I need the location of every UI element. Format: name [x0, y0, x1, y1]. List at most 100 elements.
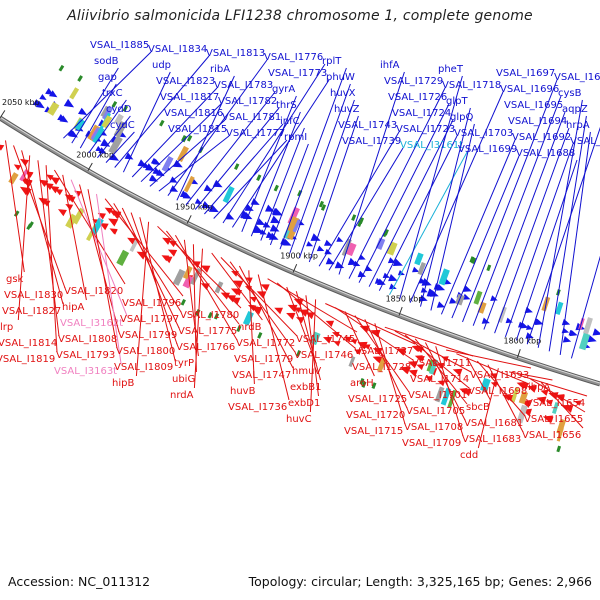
forward-gene-arrow — [535, 318, 544, 325]
feature-block — [92, 127, 105, 144]
gene-label: VSAL_I3163t — [54, 366, 117, 377]
reverse-gene-arrow — [110, 228, 118, 235]
gene-leader-line — [466, 357, 491, 401]
forward-gene-arrow — [412, 266, 420, 273]
forward-gene-arrow — [270, 215, 281, 224]
gene-leader-line — [71, 67, 119, 144]
gene-label: VSAL_I1681 — [464, 418, 523, 429]
feature-block — [516, 404, 528, 424]
gene-label: VSAL_I1830 — [4, 290, 63, 301]
forward-gene-arrow — [182, 191, 192, 199]
gene-label: ubiG — [172, 374, 195, 385]
forward-gene-arrow — [569, 329, 578, 337]
feature-block — [72, 207, 85, 225]
reverse-gene-arrow — [461, 388, 472, 397]
feature-block — [28, 221, 34, 228]
gene-leader-line — [338, 71, 405, 275]
gene-leader-line — [79, 83, 117, 149]
forward-gene-arrow — [275, 209, 283, 216]
accession-text: Accession: NC_011312 — [8, 574, 151, 589]
forward-gene-arrow — [124, 152, 134, 160]
gene-label: VSAL_I1796 — [122, 298, 181, 309]
reverse-gene-arrow — [162, 237, 172, 245]
gene-label: exbB1 — [290, 382, 321, 393]
gene-label: VSAL_I1783 — [214, 80, 273, 91]
gene-label: hipB — [112, 378, 134, 389]
gene-leader-line — [204, 123, 284, 215]
gene-label: VSAL_I1777 — [226, 128, 285, 139]
feature-block — [471, 257, 477, 265]
gene-leader-line — [308, 115, 359, 263]
feature-block — [361, 381, 367, 388]
gene-leader-line — [194, 107, 280, 210]
feature-block — [207, 311, 213, 319]
forward-gene-arrow — [244, 204, 254, 211]
reverse-gene-arrow — [350, 339, 358, 345]
gene-leader-line — [509, 371, 553, 381]
gene-label: hipA — [62, 302, 84, 313]
gene-label: VSAL_I1699 — [458, 144, 517, 155]
forward-gene-arrow — [259, 229, 267, 235]
reverse-gene-arrow — [563, 405, 574, 413]
gene-label: VSAL_I1715 — [344, 426, 403, 437]
forward-gene-arrow — [225, 212, 235, 220]
gene-label: VSAL_I1820 — [64, 286, 123, 297]
gene-label: VSAL_I1711 — [412, 358, 471, 369]
feature-block — [113, 113, 124, 126]
feature-block — [122, 105, 129, 112]
reverse-gene-arrow — [233, 280, 244, 289]
forward-gene-arrow — [252, 225, 263, 233]
reverse-gene-arrow — [231, 297, 241, 305]
gene-label: VSAL_I1720 — [346, 410, 405, 421]
forward-gene-arrow — [325, 257, 335, 265]
forward-gene-arrow — [389, 283, 397, 290]
forward-gene-arrow — [63, 98, 75, 108]
feature-block — [386, 241, 398, 256]
feature-block — [556, 445, 562, 453]
gene-leader-line — [193, 248, 203, 389]
forward-gene-arrow — [481, 317, 490, 324]
gene-leader-line — [540, 382, 584, 429]
gene-leader-line — [318, 131, 400, 267]
gene-label: infC — [280, 116, 300, 127]
feature-block — [186, 134, 193, 142]
gene-label: thrS — [276, 100, 297, 111]
gene-label: rpmI — [284, 132, 307, 143]
gene-label: hrpA — [566, 120, 590, 131]
reverse-gene-arrow — [298, 309, 309, 317]
feature-block — [213, 312, 220, 320]
gene-leader-line — [451, 155, 520, 319]
gene-leader-line — [399, 75, 463, 299]
gene-leader-line — [211, 252, 263, 321]
gene-leader-line — [183, 239, 199, 357]
feature-block — [257, 332, 263, 339]
gene-label: VSAL_I1746 — [294, 350, 353, 361]
feature-block — [286, 216, 300, 233]
forward-gene-arrow — [281, 238, 292, 246]
gene-label: VSAL_I3161t — [400, 140, 463, 151]
gene-label: VSAL_I1776 — [264, 52, 323, 63]
gene-label: VSAL_I1736 — [228, 402, 287, 413]
gene-leader-line — [220, 257, 298, 337]
gene-label: VSAL_I1654 — [526, 398, 585, 409]
gene-label: VSAL_I1673 — [570, 136, 600, 147]
gene-leader-line — [37, 160, 60, 337]
gene-leader-line — [409, 91, 504, 303]
gene-leader-line — [174, 235, 238, 341]
gene-label: nrdA — [170, 390, 194, 401]
gene-leader-line — [334, 307, 414, 361]
gene-leader-line — [305, 295, 319, 397]
forward-gene-arrow — [35, 100, 45, 109]
reverse-gene-arrow — [536, 396, 547, 405]
feature-block — [510, 387, 519, 403]
feature-block — [176, 145, 189, 163]
feature-block — [578, 332, 591, 351]
feature-block — [58, 64, 65, 72]
kbp-tick-label: 2050 kbp — [2, 98, 40, 107]
feature-block — [74, 118, 86, 132]
feature-block — [101, 115, 113, 129]
gene-label: gsk — [6, 274, 24, 285]
gene-label: rplT — [322, 56, 342, 67]
feature-block — [111, 100, 118, 108]
